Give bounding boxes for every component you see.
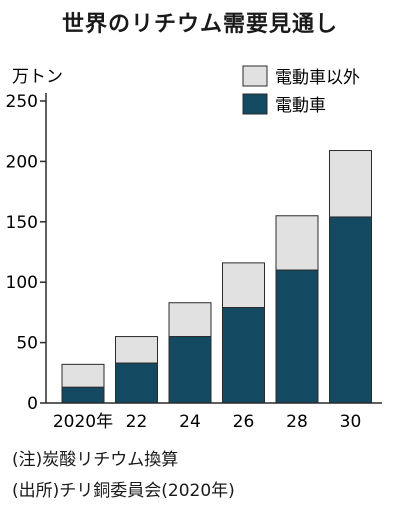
bar-segment-ev bbox=[329, 216, 372, 404]
bar-segment-other bbox=[168, 302, 212, 338]
legend-label: 電動車 bbox=[275, 96, 326, 116]
bar-segment-other bbox=[275, 215, 319, 271]
y-tick-label: 100 bbox=[6, 273, 38, 293]
legend-label: 電動車以外 bbox=[275, 68, 360, 88]
x-tick-label: 24 bbox=[179, 412, 201, 432]
y-unit-label: 万トン bbox=[12, 67, 63, 87]
x-axis: 2020年 22 24 26 28 30 bbox=[46, 402, 382, 432]
legend-swatch bbox=[242, 93, 268, 115]
y-tick-label: 50 bbox=[16, 334, 38, 354]
legend-swatch bbox=[242, 65, 268, 87]
y-tick-label: 150 bbox=[6, 213, 38, 233]
source-note: (出所)チリ銅委員会(2020年) bbox=[12, 481, 235, 501]
bar-segment-ev bbox=[222, 307, 265, 404]
bar-segment-ev bbox=[115, 362, 158, 404]
x-tick-label: 30 bbox=[340, 412, 362, 432]
bar-segment-other bbox=[329, 150, 372, 218]
bar-segment-ev bbox=[275, 269, 319, 404]
y-tick-label: 250 bbox=[6, 92, 38, 112]
y-axis: 0 50 100 150 200 250 bbox=[6, 92, 47, 414]
footnote: (注)炭酸リチウム換算 bbox=[12, 450, 179, 470]
bar-segment-other bbox=[61, 363, 105, 388]
bar-segment-other bbox=[222, 262, 265, 309]
x-tick-label: 2020年 bbox=[53, 412, 113, 432]
x-tick-label: 28 bbox=[286, 412, 308, 432]
y-tick-label: 200 bbox=[6, 152, 38, 172]
y-tick-label: 0 bbox=[27, 394, 38, 414]
bar-segment-other bbox=[115, 336, 158, 364]
x-tick-label: 26 bbox=[233, 412, 255, 432]
bars bbox=[61, 150, 372, 404]
x-tick-label: 22 bbox=[126, 412, 148, 432]
chart-title: 世界のリチウム需要見通し bbox=[61, 12, 338, 37]
bar-segment-ev bbox=[61, 386, 105, 404]
bar-segment-ev bbox=[168, 336, 212, 404]
